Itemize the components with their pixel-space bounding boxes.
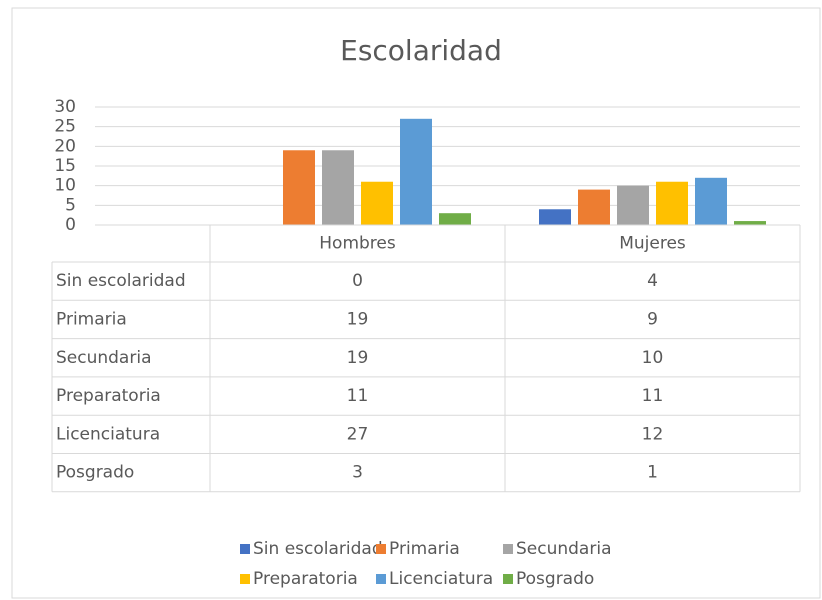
bar: [695, 177, 727, 225]
legend-label: Posgrado: [516, 569, 594, 589]
legend-label: Licenciatura: [389, 569, 493, 589]
y-tick-label: 0: [65, 215, 76, 235]
bar: [578, 189, 610, 225]
chart-title: Escolaridad: [340, 34, 502, 67]
y-tick-label: 10: [54, 176, 76, 196]
bar: [617, 185, 649, 225]
table-cell: 1: [647, 463, 658, 483]
legend-swatch: [240, 574, 250, 584]
table-cell: 19: [347, 348, 369, 368]
bar: [322, 150, 354, 225]
bar: [361, 181, 393, 225]
legend-swatch: [376, 574, 386, 584]
table-row-label: Licenciatura: [56, 424, 160, 444]
chart-border: [11, 7, 821, 599]
table-row-label: Primaria: [56, 309, 127, 329]
bar: [734, 221, 766, 225]
table-cell: 11: [642, 386, 664, 406]
table-row-label: Secundaria: [56, 348, 151, 368]
y-tick-label: 20: [54, 136, 76, 156]
bar: [439, 213, 471, 225]
y-tick-label: 25: [54, 117, 76, 137]
legend-swatch: [503, 574, 513, 584]
bar: [539, 209, 571, 225]
table-cell: 12: [642, 424, 664, 444]
table-cell: 11: [347, 386, 369, 406]
legend-label: Primaria: [389, 539, 460, 559]
y-tick-label: 5: [65, 195, 76, 215]
legend-label: Secundaria: [516, 539, 611, 559]
table-cell: 3: [352, 463, 363, 483]
y-tick-label: 15: [54, 156, 76, 176]
table-row-label: Preparatoria: [56, 386, 161, 406]
table-cell: 4: [647, 271, 658, 291]
legend-swatch: [240, 544, 250, 554]
table-cell: 0: [352, 271, 363, 291]
legend-label: Preparatoria: [253, 569, 358, 589]
table-row-label: Sin escolaridad: [56, 271, 186, 291]
table-cell: 19: [347, 309, 369, 329]
bar: [656, 181, 688, 225]
legend-swatch: [503, 544, 513, 554]
bar: [400, 118, 432, 225]
table-cell: 10: [642, 348, 664, 368]
legend-swatch: [376, 544, 386, 554]
table-cell: 9: [647, 309, 658, 329]
x-tick-label: Hombres: [319, 234, 396, 254]
legend-label: Sin escolaridad: [253, 539, 383, 559]
table-cell: 27: [347, 424, 369, 444]
bar: [283, 150, 315, 225]
table-row-label: Posgrado: [56, 463, 134, 483]
y-tick-label: 30: [54, 97, 76, 117]
x-tick-label: Mujeres: [619, 234, 686, 254]
